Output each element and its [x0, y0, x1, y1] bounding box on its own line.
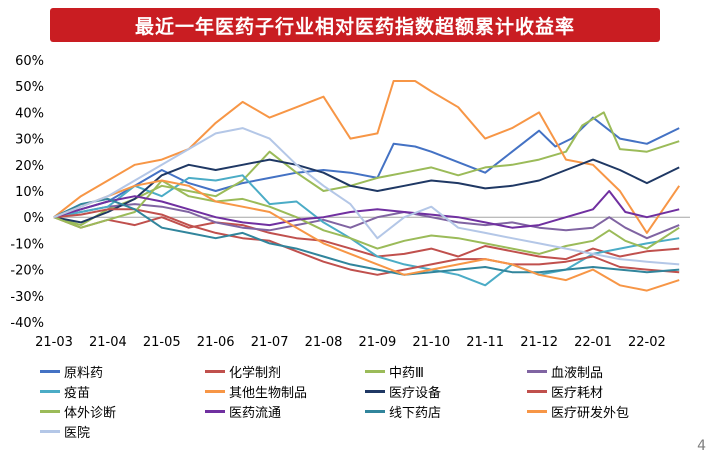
legend-label: 医院 [64, 425, 91, 441]
legend-label: 疫苗 [64, 385, 91, 401]
y-tick-label: 20% [15, 159, 44, 174]
legend-swatch [527, 369, 547, 373]
legend-label: 原料药 [64, 365, 104, 381]
x-tick-label: 21-11 [466, 335, 504, 350]
legend-label: 医疗研发外包 [551, 405, 630, 421]
y-tick-label: 0% [23, 211, 44, 226]
legend-swatch [365, 389, 385, 393]
x-tick-label: 21-09 [358, 335, 396, 350]
y-tick-label: 40% [15, 106, 44, 121]
legend-label: 化学制剂 [229, 365, 282, 381]
y-tick-label: 60% [15, 54, 44, 69]
series-line-6 [53, 158, 680, 224]
legend-swatch [365, 369, 385, 373]
legend-item: 线下药店 [365, 401, 441, 421]
x-tick-label: 21-04 [89, 335, 127, 350]
legend-swatch [205, 409, 225, 413]
x-tick-label: 21-10 [412, 335, 450, 350]
series-line-2 [53, 111, 680, 227]
legend-swatch [527, 409, 547, 413]
chart-title-bar: 最近一年医药子行业相对医药指数超额累计收益率 [50, 8, 660, 42]
series-line-9 [53, 190, 680, 229]
legend-swatch [40, 389, 60, 393]
legend-label: 医疗设备 [389, 385, 442, 401]
legend-label: 其他生物制品 [229, 385, 308, 401]
chart-title: 最近一年医药子行业相对医药指数超额累计收益率 [134, 15, 575, 38]
legend-item: 血液制品 [527, 361, 603, 381]
legend-swatch [205, 389, 225, 393]
legend-item: 医院 [40, 421, 90, 441]
x-tick-label: 22-02 [628, 335, 666, 350]
legend-swatch [527, 389, 547, 393]
x-tick-label: 21-03 [35, 335, 73, 350]
y-tick-label: -10% [10, 237, 44, 252]
legend-label: 医疗耗材 [551, 385, 604, 401]
x-tick-label: 21-08 [305, 335, 343, 350]
series-line-4 [53, 174, 680, 287]
legend-label: 线下药店 [389, 405, 442, 421]
x-tick-label: 21-05 [143, 335, 181, 350]
legend-swatch [205, 369, 225, 373]
y-tick-label: 30% [15, 133, 44, 148]
legend-item: 医疗耗材 [527, 381, 603, 401]
x-tick-label: 22-01 [574, 335, 612, 350]
y-tick-label: 50% [15, 80, 44, 95]
series-line-1 [53, 216, 680, 261]
legend-item: 疫苗 [40, 381, 90, 401]
legend-item: 化学制剂 [205, 361, 281, 381]
legend-swatch [40, 429, 60, 433]
x-tick-label: 21-12 [520, 335, 558, 350]
legend-item: 中药Ⅲ [365, 361, 424, 381]
y-tick-label: -40% [10, 316, 44, 331]
legend-label: 中药Ⅲ [389, 365, 424, 381]
legend-item: 医疗研发外包 [527, 401, 629, 421]
legend-label: 体外诊断 [64, 405, 117, 421]
y-tick-label: -30% [10, 290, 44, 305]
chart-series-group [53, 80, 681, 292]
x-tick-label: 21-06 [197, 335, 235, 350]
series-line-11 [53, 179, 680, 292]
legend-label: 医药流通 [229, 405, 282, 421]
legend-item: 体外诊断 [40, 401, 116, 421]
legend-swatch [40, 369, 60, 373]
legend-item: 医药流通 [205, 401, 281, 421]
legend-item: 其他生物制品 [205, 381, 307, 401]
series-line-10 [53, 197, 680, 276]
legend-swatch [40, 409, 60, 413]
series-line-5 [53, 80, 681, 234]
legend-item: 医疗设备 [365, 381, 441, 401]
chart-axes: -40% -30% -20% -10% 0% 10% 20% 30% 40% 50% 60% 21-0… [10, 54, 690, 350]
y-tick-label: -20% [10, 264, 44, 279]
series-line-7 [53, 208, 680, 276]
page-number: 4 [697, 438, 706, 454]
x-tick-label: 21-07 [251, 335, 289, 350]
y-tick-label: 10% [15, 185, 44, 200]
series-line-3 [53, 203, 680, 240]
series-line-12 [53, 127, 680, 266]
legend-swatch [365, 409, 385, 413]
legend-item: 原料药 [40, 361, 103, 381]
series-line-0 [53, 116, 680, 219]
legend-label: 血液制品 [551, 365, 604, 381]
